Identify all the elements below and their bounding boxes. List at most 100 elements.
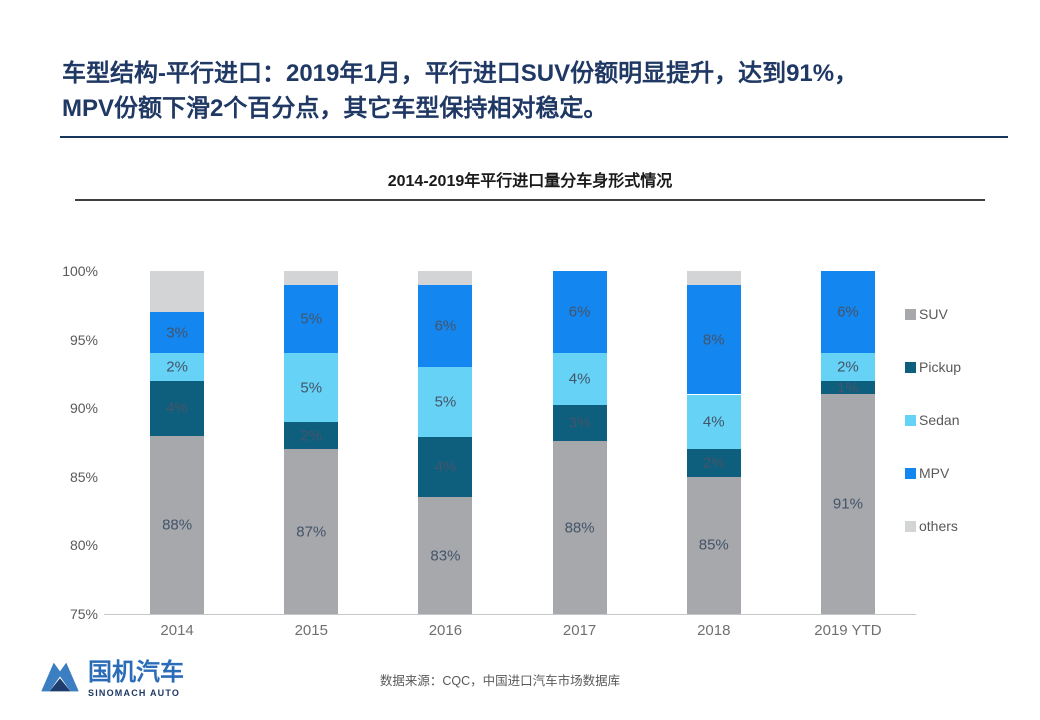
segment-others (150, 271, 205, 313)
legend-swatch (905, 361, 916, 373)
y-axis-label: 90% (69, 400, 98, 417)
segment-Pickup: 2% (284, 421, 339, 450)
segment-Sedan: 2% (150, 353, 205, 381)
segment-SUV: 88% (552, 441, 607, 614)
segment-label: 6% (568, 303, 591, 321)
legend-item-others: others (905, 518, 961, 534)
segment-SUV: 85% (686, 476, 741, 614)
legend-item-MPV: MPV (905, 465, 961, 481)
segment-label: 5% (300, 310, 323, 328)
logo-text-en: SINOMACH AUTO (88, 688, 181, 698)
x-axis-line (104, 614, 916, 615)
y-axis: 100% 95% 90% 85% 80% 75% (38, 263, 98, 622)
logo-text-cn: 国机汽车 (88, 659, 184, 686)
legend-swatch (905, 414, 916, 426)
segment-label: 83% (430, 547, 461, 565)
segment-label: 4% (166, 399, 188, 417)
bar-2019-YTD: 91% 1% 2% 6% (820, 271, 875, 614)
page-title-line1: 车型结构-平行进口：2019年1月，平行进口SUV份额明显提升，达到91%， (62, 60, 859, 87)
segment-label: 8% (702, 331, 725, 349)
segment-label: 2% (300, 427, 323, 445)
legend-label: SUV (919, 306, 948, 322)
legend: SUV Pickup Sedan MPV others (905, 306, 961, 534)
chart-title-divider (75, 199, 985, 201)
page-title: 车型结构-平行进口：2019年1月，平行进口SUV份额明显提升，达到91%， M… (62, 56, 1012, 126)
y-axis-label: 85% (69, 468, 98, 485)
plot: 88% 4% 2% 3% 2014 87% 2% 5% 5% 2015 83% 4% 5% 6% 2016 8… (110, 271, 915, 639)
segment-label: 88% (162, 516, 193, 534)
page-title-line2: MPV份额下滑2个百分点，其它车型保持相对稳定。 (62, 95, 608, 122)
legend-item-SUV: SUV (905, 306, 961, 322)
segment-label: 85% (698, 536, 729, 554)
legend-swatch (905, 308, 916, 320)
segment-MPV: 6% (820, 271, 875, 354)
segment-Sedan: 2% (820, 353, 875, 381)
legend-label: others (919, 518, 958, 534)
x-axis-label: 2019 YTD (814, 622, 882, 639)
segment-MPV: 8% (686, 284, 741, 395)
segment-Sedan: 5% (284, 353, 339, 422)
segment-SUV: 83% (418, 497, 473, 614)
segment-MPV: 3% (150, 312, 205, 354)
legend-item-Sedan: Sedan (905, 412, 961, 428)
legend-label: Sedan (919, 412, 960, 428)
legend-item-Pickup: Pickup (905, 359, 961, 375)
title-divider (60, 136, 1008, 138)
segment-SUV: 91% (820, 394, 875, 614)
segment-SUV: 87% (284, 449, 339, 614)
legend-label: MPV (919, 465, 950, 481)
segment-label: 4% (702, 413, 725, 431)
x-axis-label: 2018 (697, 622, 731, 639)
segment-label: 3% (166, 324, 188, 342)
segment-Sedan: 4% (686, 394, 741, 450)
segment-Pickup: 2% (686, 449, 741, 477)
segment-others (284, 271, 339, 285)
segment-label: 87% (296, 523, 327, 541)
bar-2015: 87% 2% 5% 5% (284, 271, 339, 614)
segment-Pickup: 3% (552, 405, 607, 442)
bar-2017: 88% 3% 4% 6% (552, 271, 607, 614)
bar-2018: 85% 2% 4% 8% (686, 271, 741, 614)
x-axis-label: 2014 (160, 622, 194, 639)
chart-title: 2014-2019年平行进口量分车身形式情况 (387, 173, 673, 190)
legend-label: Pickup (919, 359, 962, 375)
segment-SUV: 88% (150, 435, 205, 614)
y-axis-label: 100% (62, 263, 98, 279)
x-axis-label: 2017 (562, 622, 597, 639)
segment-label: 5% (300, 379, 323, 397)
bar-2014: 88% 4% 2% 3% (150, 271, 205, 614)
segment-label: 4% (568, 370, 591, 388)
x-axis-label: 2016 (428, 622, 463, 639)
y-axis-label: 95% (69, 331, 98, 348)
segment-Sedan: 4% (552, 353, 607, 406)
segment-label: 5% (434, 393, 457, 411)
segment-Pickup: 1% (820, 380, 875, 395)
legend-swatch (905, 467, 916, 479)
segment-Sedan: 5% (418, 367, 473, 438)
segment-label: 6% (434, 317, 457, 335)
y-axis-label: 80% (69, 537, 98, 554)
segment-label: 4% (434, 458, 457, 476)
segment-others (418, 271, 473, 285)
segment-label: 2% (166, 358, 188, 376)
sinomach-logo-icon (40, 658, 80, 701)
bar-2016: 83% 4% 5% 6% (418, 271, 473, 614)
legend-swatch (905, 520, 916, 532)
segment-MPV: 6% (552, 271, 607, 354)
segment-label: 91% (832, 495, 863, 513)
segment-label: 2% (837, 358, 859, 376)
segment-label: 1% (837, 379, 859, 397)
logo: 国机汽车 SINOMACH AUTO (40, 658, 184, 701)
x-axis-label: 2015 (294, 622, 328, 639)
segment-MPV: 5% (284, 284, 339, 354)
segment-Pickup: 4% (150, 380, 205, 436)
segment-label: 2% (702, 454, 725, 472)
y-axis-label: 75% (69, 606, 98, 622)
segment-MPV: 6% (418, 284, 473, 368)
segment-label: 3% (568, 414, 591, 432)
data-source-text: 数据来源：CQC，中国进口汽车市场数据库 (379, 674, 621, 688)
segment-others (686, 271, 741, 285)
segment-Pickup: 4% (418, 437, 473, 498)
segment-label: 6% (837, 303, 859, 321)
